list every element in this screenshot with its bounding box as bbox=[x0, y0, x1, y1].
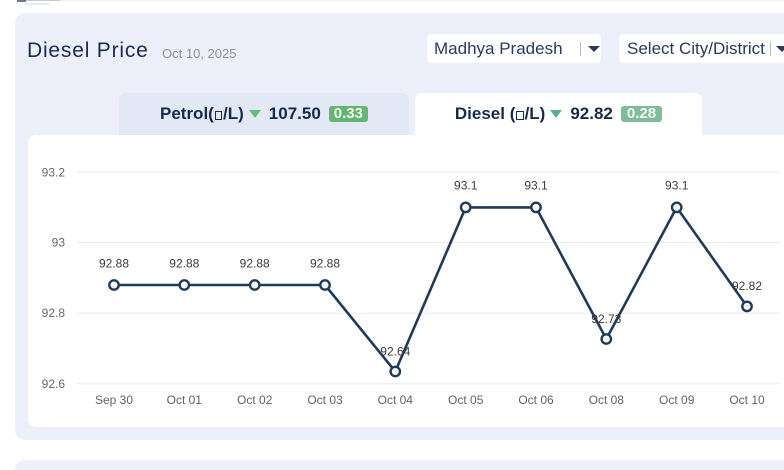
svg-text:92.73: 92.73 bbox=[591, 312, 621, 326]
svg-text:93.1: 93.1 bbox=[665, 179, 689, 193]
svg-text:Oct 04: Oct 04 bbox=[378, 393, 414, 407]
svg-text:Oct 05: Oct 05 bbox=[448, 393, 484, 407]
svg-text:Oct 02: Oct 02 bbox=[237, 393, 273, 407]
svg-text:92.8: 92.8 bbox=[42, 306, 66, 320]
svg-text:92.88: 92.88 bbox=[169, 257, 199, 271]
svg-text:92.64: 92.64 bbox=[380, 345, 410, 359]
svg-text:Oct 03: Oct 03 bbox=[307, 393, 343, 407]
svg-text:92.6: 92.6 bbox=[42, 377, 66, 391]
svg-text:92.82: 92.82 bbox=[732, 279, 762, 293]
svg-text:92.88: 92.88 bbox=[99, 257, 129, 271]
svg-text:92.88: 92.88 bbox=[240, 257, 270, 271]
svg-text:93.1: 93.1 bbox=[454, 179, 478, 193]
svg-text:93.2: 93.2 bbox=[42, 165, 66, 179]
svg-text:Oct 01: Oct 01 bbox=[167, 393, 203, 407]
svg-text:93.1: 93.1 bbox=[524, 179, 548, 193]
svg-text:Oct 06: Oct 06 bbox=[518, 393, 554, 407]
svg-text:Oct 08: Oct 08 bbox=[589, 393, 625, 407]
svg-text:Oct 10: Oct 10 bbox=[729, 393, 765, 407]
svg-text:93: 93 bbox=[52, 236, 66, 250]
svg-text:Oct 09: Oct 09 bbox=[659, 393, 695, 407]
svg-text:Sep 30: Sep 30 bbox=[95, 393, 133, 407]
svg-text:92.88: 92.88 bbox=[310, 257, 340, 271]
